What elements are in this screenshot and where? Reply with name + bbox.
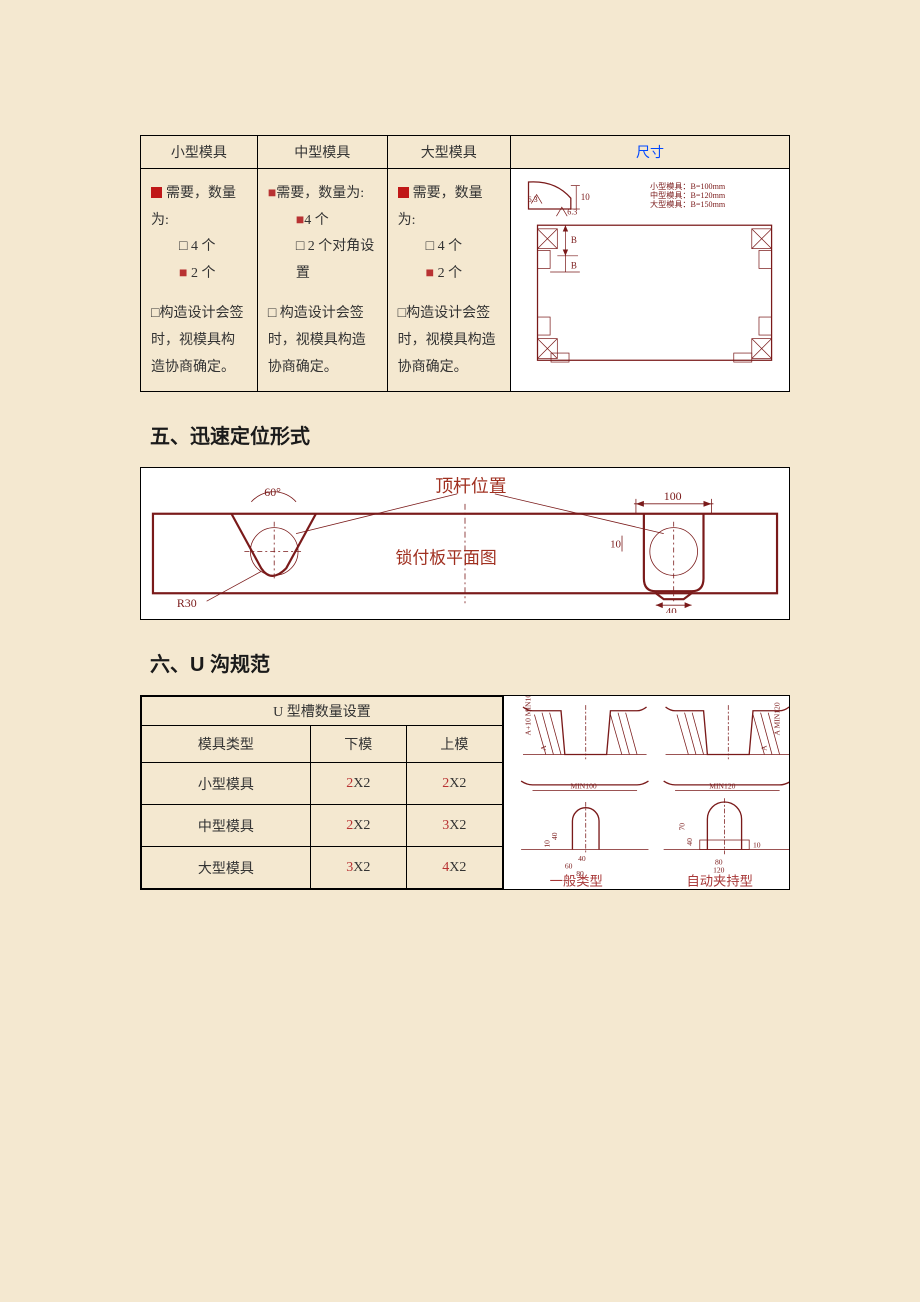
th-medium: 中型模具 bbox=[257, 136, 387, 169]
row2-upper-s: X2 bbox=[449, 860, 466, 875]
dim-100: 100 bbox=[664, 489, 682, 503]
dim-10: 10 bbox=[581, 192, 591, 202]
medium-opt-4: 4 个 bbox=[304, 213, 329, 228]
dim-70: 70 bbox=[677, 823, 686, 831]
dim-60: 60 bbox=[565, 862, 573, 871]
th-large: 大型模具 bbox=[387, 136, 510, 169]
lockplate-label: 锁付板平面图 bbox=[395, 549, 496, 568]
dim-40r: 40 bbox=[666, 606, 677, 613]
dim-10r: 10 bbox=[610, 539, 621, 551]
th-lower: 下模 bbox=[310, 726, 406, 763]
dim-min120: MIN120 bbox=[709, 782, 735, 791]
dim-40v: 40 bbox=[550, 833, 559, 841]
top-rod-label: 顶杆位置 bbox=[435, 476, 507, 496]
th-mold-type: 模具类型 bbox=[142, 726, 311, 763]
dim-angle60: 60° bbox=[264, 485, 281, 499]
small-need: 需要，数量为: bbox=[151, 186, 236, 228]
cell-diagram: 10 6.3 6.3 小型模具：B=100mm 中型模具：B=120mm 大型模… bbox=[510, 169, 789, 392]
note-large: 大型模具：B=150mm bbox=[650, 199, 726, 209]
label-auto-clamp: 自动夹持型 bbox=[686, 874, 752, 889]
cell-large: 需要，数量为: □ 4 个 ■ 2 个 □构造设计会签时，视模具构造协商确定。 bbox=[387, 169, 510, 392]
dim-B1: B bbox=[571, 235, 577, 245]
medium-opt1-square: ■ bbox=[296, 213, 304, 228]
dim-min100: MIN100 bbox=[570, 782, 596, 791]
row1-type: 中型模具 bbox=[142, 805, 311, 847]
medium-need-square: ■ bbox=[268, 186, 276, 201]
small-opt-2: 2 个 bbox=[191, 266, 216, 281]
section5-heading: 五、迅速定位形式 bbox=[150, 420, 790, 449]
mold-spec-table: 小型模具 中型模具 大型模具 尺寸 需要，数量为: □ 4 个 ■ 2 个 □构… bbox=[140, 135, 790, 392]
u-slot-merged-header: U 型槽数量设置 bbox=[142, 697, 503, 726]
table-row: 大型模具 3X2 4X2 bbox=[142, 847, 503, 889]
red-square-icon bbox=[398, 187, 409, 198]
dim-40a: 40 bbox=[578, 854, 586, 863]
positioning-diagram: 60° R30 100 10 40 顶杆位置 bbox=[147, 474, 783, 613]
dim-40c: 40 bbox=[685, 838, 694, 846]
dimension-diagram: 10 6.3 6.3 小型模具：B=100mm 中型模具：B=120mm 大型模… bbox=[515, 173, 785, 371]
medium-need: 需要，数量为: bbox=[276, 186, 364, 201]
dim-a10min100: A+10 MIN100 bbox=[523, 696, 532, 735]
large-note: □构造设计会签时，视模具构造协商确定。 bbox=[398, 301, 500, 381]
dim-10b: 10 bbox=[753, 841, 761, 850]
red-square-icon bbox=[151, 187, 162, 198]
row1-lower-s: X2 bbox=[353, 818, 370, 833]
dim-r30: R30 bbox=[177, 596, 197, 610]
small-note: □构造设计会签时，视模具构造协商确定。 bbox=[151, 301, 247, 381]
large-need: 需要，数量为: bbox=[398, 186, 483, 228]
positioning-diagram-box: 60° R30 100 10 40 顶杆位置 bbox=[140, 467, 790, 620]
row0-upper-s: X2 bbox=[449, 776, 466, 791]
svg-text:A: A bbox=[759, 745, 768, 751]
dim-10a: 10 bbox=[542, 840, 551, 848]
dim-63a: 6.3 bbox=[528, 195, 538, 204]
table-row: 中型模具 2X2 3X2 bbox=[142, 805, 503, 847]
cell-medium: ■需要，数量为: ■4 个 □ 2 个对角设置 □ 构造设计会签时，视模具构造协… bbox=[257, 169, 387, 392]
th-upper: 上模 bbox=[406, 726, 502, 763]
row2-lower-s: X2 bbox=[353, 860, 370, 875]
th-small: 小型模具 bbox=[141, 136, 258, 169]
small-opt-4: □ 4 个 bbox=[151, 234, 247, 261]
table-row: 小型模具 2X2 2X2 bbox=[142, 763, 503, 805]
large-opt-4: □ 4 个 bbox=[398, 234, 500, 261]
row0-lower-s: X2 bbox=[353, 776, 370, 791]
medium-opt-2diag: □ 2 个对角设置 bbox=[268, 234, 377, 287]
u-slot-table-wrap: U 型槽数量设置 模具类型 下模 上模 小型模具 2X2 2X2 中型模具 bbox=[140, 695, 790, 890]
dim-amin120: A MIN120 bbox=[772, 702, 781, 735]
row0-type: 小型模具 bbox=[142, 763, 311, 805]
u-slot-table: U 型槽数量设置 模具类型 下模 上模 小型模具 2X2 2X2 中型模具 bbox=[141, 696, 503, 889]
u-slot-diagram: A+10 MIN100 A A MIN120 A bbox=[504, 696, 789, 889]
large-opt2-square: ■ bbox=[426, 266, 438, 281]
small-opt2-square: ■ bbox=[179, 266, 191, 281]
dim-63b: 6.3 bbox=[567, 207, 577, 216]
cell-small: 需要，数量为: □ 4 个 ■ 2 个 □构造设计会签时，视模具构造协商确定。 bbox=[141, 169, 258, 392]
note-small: 小型模具：B=100mm bbox=[650, 181, 726, 191]
note-medium: 中型模具：B=120mm bbox=[650, 190, 726, 200]
dim-B2: B bbox=[571, 260, 577, 270]
label-general-type: 一般类型 bbox=[549, 874, 602, 889]
section6-heading: 六、U 沟规范 bbox=[150, 648, 790, 677]
row1-upper-s: X2 bbox=[449, 818, 466, 833]
row2-type: 大型模具 bbox=[142, 847, 311, 889]
u-slot-diagram-cell: A+10 MIN100 A A MIN120 A bbox=[504, 696, 789, 889]
svg-text:A: A bbox=[539, 745, 548, 751]
th-dimension: 尺寸 bbox=[510, 136, 789, 169]
large-opt-2: 2 个 bbox=[438, 266, 463, 281]
medium-note: □ 构造设计会签时，视模具构造协商确定。 bbox=[268, 301, 377, 381]
